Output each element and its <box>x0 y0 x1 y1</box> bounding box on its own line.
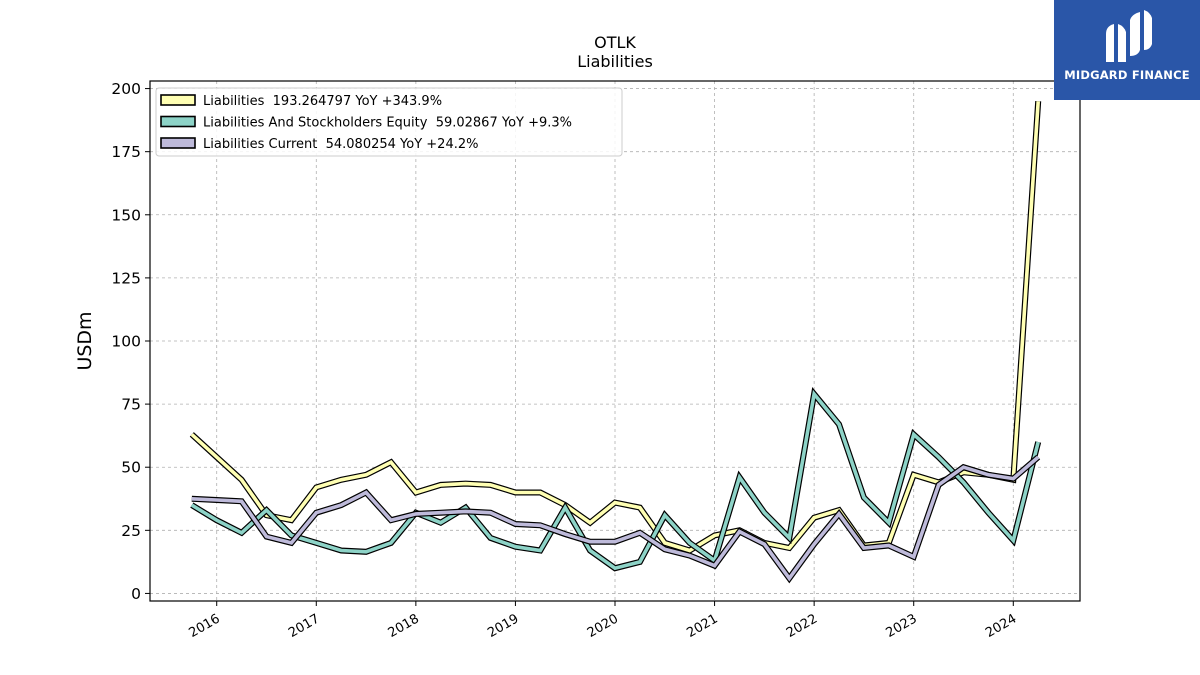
y-tick-label: 200 <box>111 80 141 98</box>
y-axis: 0 25 50 75 100 125 150 175 200 <box>111 80 150 603</box>
y-tick-label: 0 <box>131 585 141 603</box>
y-tick-label: 25 <box>121 522 141 540</box>
midgard-finance-logo: MIDGARD FINANCE <box>1054 0 1200 100</box>
legend-box <box>155 87 623 157</box>
y-tick-label: 100 <box>111 333 141 351</box>
chart-title: OTLK <box>594 33 636 52</box>
y-tick-label: 50 <box>121 459 141 477</box>
midgard-logo-icon <box>1106 10 1152 62</box>
y-tick-label: 75 <box>121 396 141 414</box>
series-layer <box>189 101 1042 584</box>
legend-swatch <box>160 137 196 149</box>
legend-swatch <box>160 115 196 128</box>
series-line <box>190 101 1040 553</box>
grid-lines <box>150 81 1080 601</box>
legend-label: Liabilities And Stockholders Equity 59.0… <box>203 116 572 131</box>
y-tick-label: 125 <box>111 269 141 287</box>
legend: Liabilities 193.264797 YoY +343.9% Liabil… <box>155 87 623 157</box>
y-tick-label: 175 <box>111 143 141 161</box>
series-line <box>190 389 1040 571</box>
logo-text: MIDGARD FINANCE <box>1064 68 1190 82</box>
chart-subtitle: Liabilities <box>577 52 653 71</box>
y-tick-label: 150 <box>111 206 141 224</box>
legend-label: Liabilities 193.264797 YoY +343.9% <box>203 94 442 109</box>
legend-swatch <box>160 94 196 106</box>
legend-label: Liabilities Current 54.080254 YoY +24.2% <box>203 137 478 152</box>
y-axis-label: USDm <box>74 311 96 370</box>
series-line <box>191 455 1040 582</box>
